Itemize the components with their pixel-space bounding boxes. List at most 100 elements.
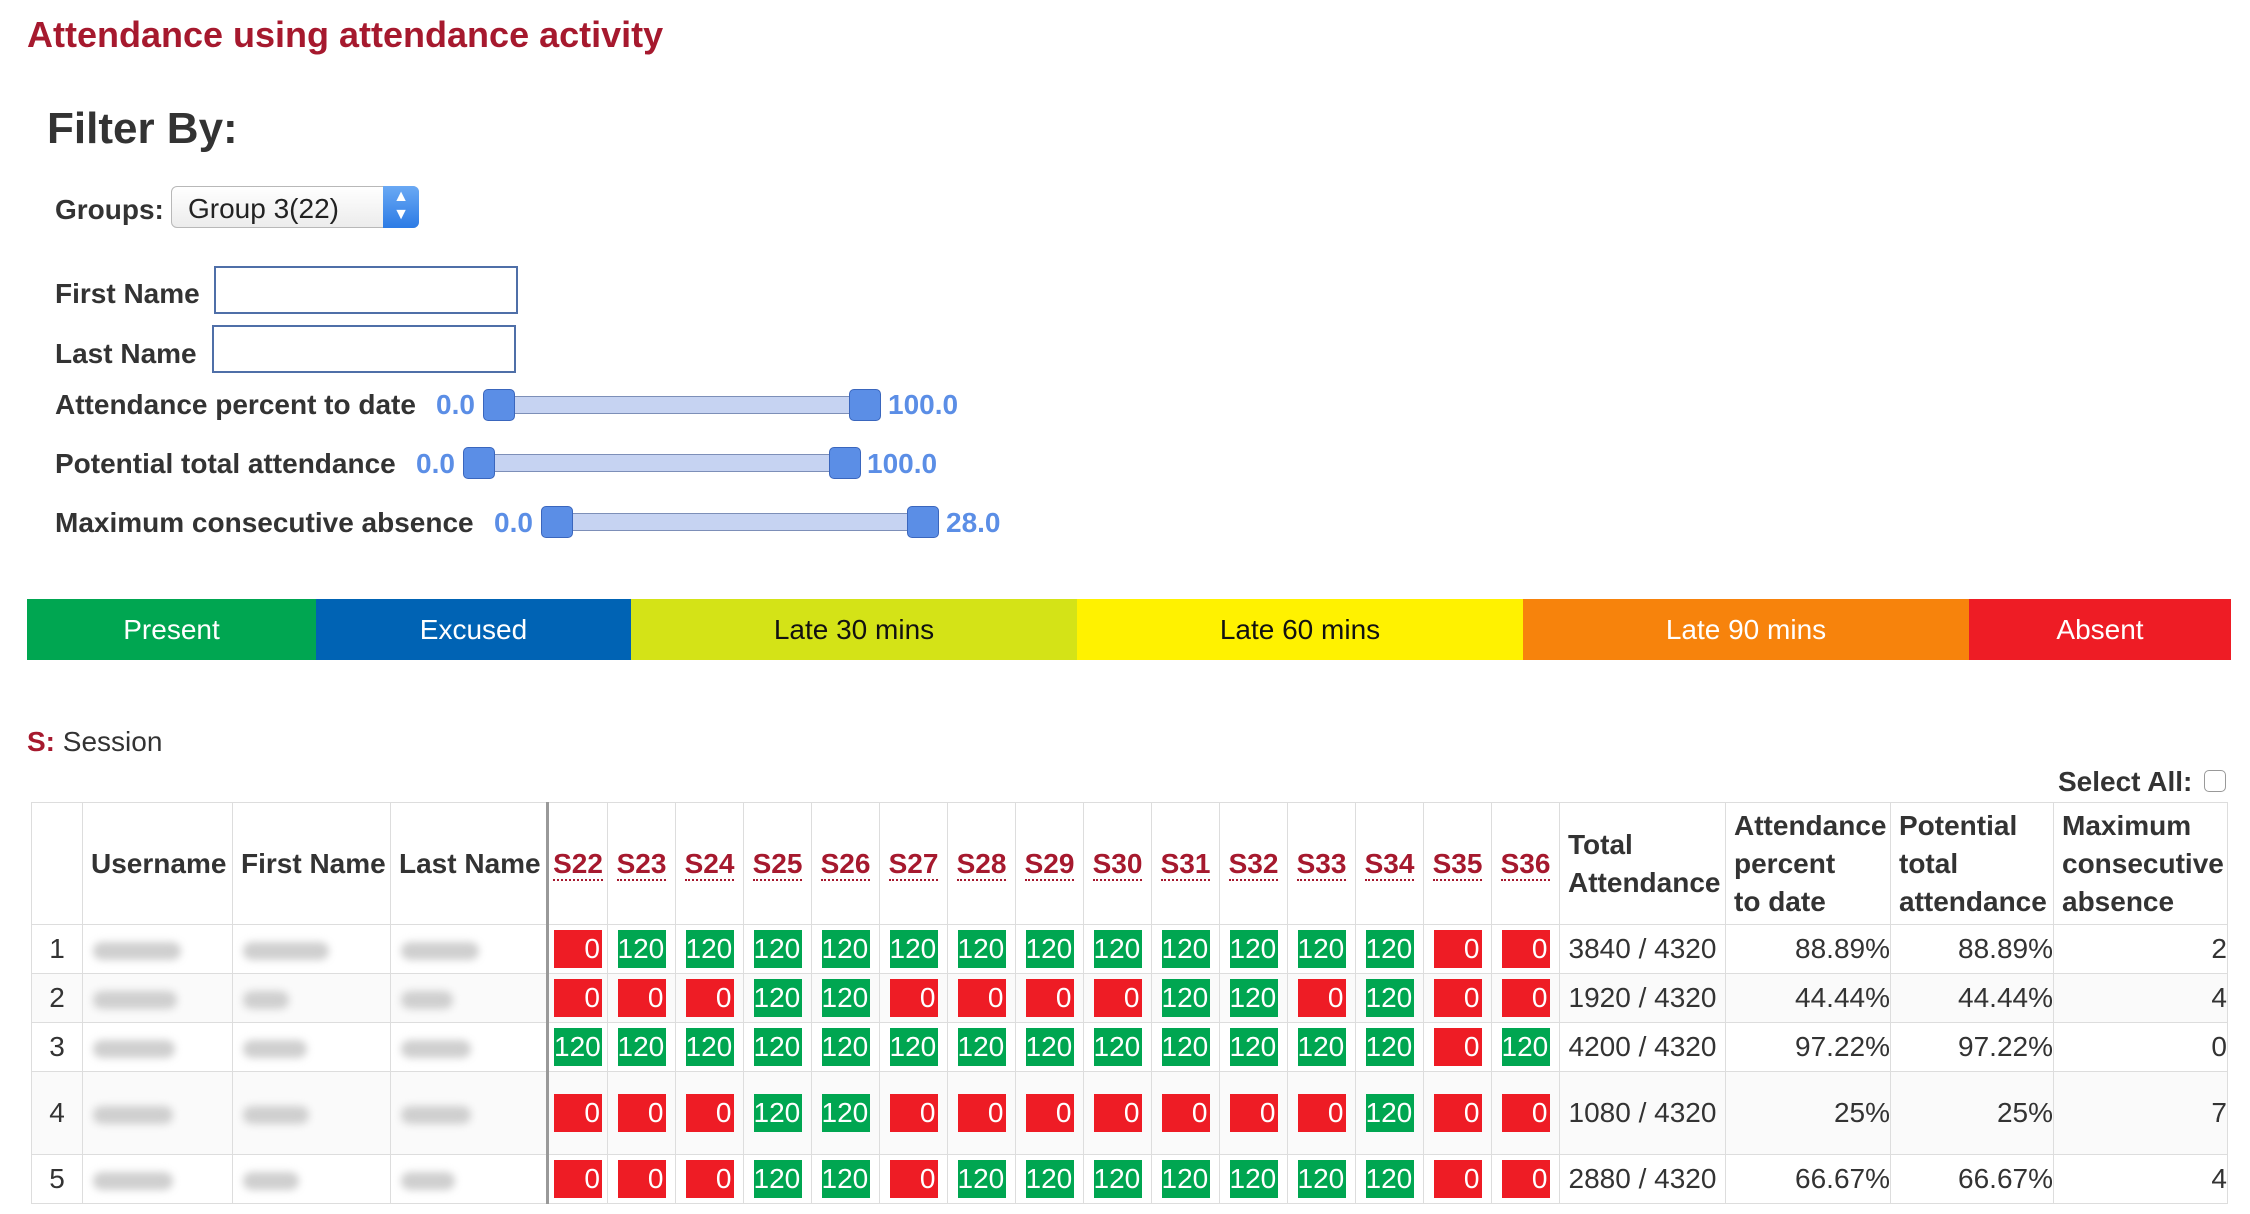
session-cell[interactable]: 120 [1355, 924, 1424, 974]
session-cell[interactable]: 120 [1015, 924, 1084, 974]
session-header-s31[interactable]: S31 [1151, 802, 1220, 925]
session-header-s23[interactable]: S23 [607, 802, 676, 925]
session-cell[interactable]: 120 [811, 973, 880, 1023]
session-cell[interactable]: 120 [743, 1154, 812, 1204]
session-cell[interactable]: 120 [811, 1154, 880, 1204]
session-cell[interactable]: 120 [743, 1022, 812, 1072]
session-cell[interactable]: 120 [1151, 1154, 1220, 1204]
session-cell[interactable]: 120 [546, 1022, 608, 1072]
session-cell[interactable]: 120 [1219, 973, 1288, 1023]
session-cell[interactable]: 120 [743, 1071, 812, 1155]
max-consecutive-absence-max-handle[interactable] [907, 506, 939, 538]
session-header-s33[interactable]: S33 [1287, 802, 1356, 925]
session-cell[interactable]: 120 [811, 1071, 880, 1155]
total-attendance-header[interactable]: Total Attendance [1559, 802, 1726, 925]
session-header-s25[interactable]: S25 [743, 802, 812, 925]
session-cell[interactable]: 120 [675, 1022, 744, 1072]
session-cell[interactable]: 120 [1355, 973, 1424, 1023]
session-cell[interactable]: 120 [1287, 1022, 1356, 1072]
session-cell[interactable]: 120 [879, 1022, 948, 1072]
attendance-percent-slider[interactable] [498, 396, 864, 414]
session-cell[interactable]: 0 [546, 924, 608, 974]
session-cell[interactable]: 120 [1355, 1022, 1424, 1072]
session-cell[interactable]: 120 [1219, 1154, 1288, 1204]
session-cell[interactable]: 0 [1491, 973, 1560, 1023]
session-cell[interactable]: 0 [1083, 973, 1152, 1023]
session-header-s34[interactable]: S34 [1355, 802, 1424, 925]
session-cell[interactable]: 120 [879, 924, 948, 974]
session-cell[interactable]: 0 [1423, 1071, 1492, 1155]
session-cell[interactable]: 120 [1151, 924, 1220, 974]
last-name-input[interactable] [212, 325, 516, 373]
session-cell[interactable]: 120 [1219, 924, 1288, 974]
session-header-s22[interactable]: S22 [546, 802, 608, 925]
session-cell[interactable]: 0 [1287, 973, 1356, 1023]
select-all-checkbox[interactable] [2204, 770, 2226, 792]
max-absence-header[interactable]: Maximum consecutive absence [2053, 802, 2228, 925]
session-cell[interactable]: 0 [607, 1154, 676, 1204]
session-cell[interactable]: 120 [607, 1022, 676, 1072]
session-cell[interactable]: 120 [947, 1154, 1016, 1204]
session-cell[interactable]: 120 [1015, 1022, 1084, 1072]
username-header[interactable]: Username [82, 802, 233, 925]
session-header-s28[interactable]: S28 [947, 802, 1016, 925]
session-cell[interactable]: 0 [1151, 1071, 1220, 1155]
session-header-s35[interactable]: S35 [1423, 802, 1492, 925]
attendance-percent-header[interactable]: Attendance percent to date [1725, 802, 1891, 925]
potential-total-slider[interactable] [478, 454, 844, 472]
session-header-s29[interactable]: S29 [1015, 802, 1084, 925]
session-cell[interactable]: 0 [675, 1071, 744, 1155]
session-header-s26[interactable]: S26 [811, 802, 880, 925]
potential-total-min-handle[interactable] [463, 447, 495, 479]
session-header-s30[interactable]: S30 [1083, 802, 1152, 925]
max-consecutive-absence-slider[interactable] [556, 513, 922, 531]
session-cell[interactable]: 0 [675, 1154, 744, 1204]
session-cell[interactable]: 120 [1151, 1022, 1220, 1072]
session-header-s32[interactable]: S32 [1219, 802, 1288, 925]
session-cell[interactable]: 120 [1355, 1154, 1424, 1204]
session-cell[interactable]: 120 [607, 924, 676, 974]
session-cell[interactable]: 120 [1287, 924, 1356, 974]
session-cell[interactable]: 120 [1491, 1022, 1560, 1072]
session-cell[interactable]: 120 [1219, 1022, 1288, 1072]
session-cell[interactable]: 120 [811, 1022, 880, 1072]
session-cell[interactable]: 0 [607, 973, 676, 1023]
session-cell[interactable]: 0 [1423, 973, 1492, 1023]
session-cell[interactable]: 0 [1423, 1154, 1492, 1204]
potential-total-header[interactable]: Potential total attendance [1890, 802, 2054, 925]
session-cell[interactable]: 0 [1423, 1022, 1492, 1072]
session-cell[interactable]: 0 [879, 1071, 948, 1155]
session-cell[interactable]: 120 [743, 973, 812, 1023]
session-cell[interactable]: 120 [1355, 1071, 1424, 1155]
session-cell[interactable]: 120 [1287, 1154, 1356, 1204]
session-cell[interactable]: 0 [546, 1071, 608, 1155]
session-header-s27[interactable]: S27 [879, 802, 948, 925]
session-cell[interactable]: 0 [879, 1154, 948, 1204]
last-name-header[interactable]: Last Name [390, 802, 548, 925]
first-name-input[interactable] [214, 266, 518, 314]
session-cell[interactable]: 120 [1083, 1022, 1152, 1072]
session-header-s24[interactable]: S24 [675, 802, 744, 925]
attendance-percent-min-handle[interactable] [483, 389, 515, 421]
session-cell[interactable]: 0 [607, 1071, 676, 1155]
session-cell[interactable]: 120 [675, 924, 744, 974]
session-cell[interactable]: 0 [947, 1071, 1016, 1155]
session-cell[interactable]: 0 [1423, 924, 1492, 974]
session-cell[interactable]: 120 [1015, 1154, 1084, 1204]
session-cell[interactable]: 0 [1287, 1071, 1356, 1155]
session-cell[interactable]: 120 [811, 924, 880, 974]
session-cell[interactable]: 0 [675, 973, 744, 1023]
session-cell[interactable]: 120 [1151, 973, 1220, 1023]
session-cell[interactable]: 0 [879, 973, 948, 1023]
session-cell[interactable]: 120 [947, 924, 1016, 974]
max-consecutive-absence-min-handle[interactable] [541, 506, 573, 538]
session-cell[interactable]: 0 [1219, 1071, 1288, 1155]
attendance-percent-max-handle[interactable] [849, 389, 881, 421]
session-cell[interactable]: 0 [947, 973, 1016, 1023]
session-header-s36[interactable]: S36 [1491, 802, 1560, 925]
session-cell[interactable]: 120 [947, 1022, 1016, 1072]
session-cell[interactable]: 0 [1491, 924, 1560, 974]
session-cell[interactable]: 0 [1015, 973, 1084, 1023]
potential-total-max-handle[interactable] [829, 447, 861, 479]
session-cell[interactable]: 0 [1083, 1071, 1152, 1155]
